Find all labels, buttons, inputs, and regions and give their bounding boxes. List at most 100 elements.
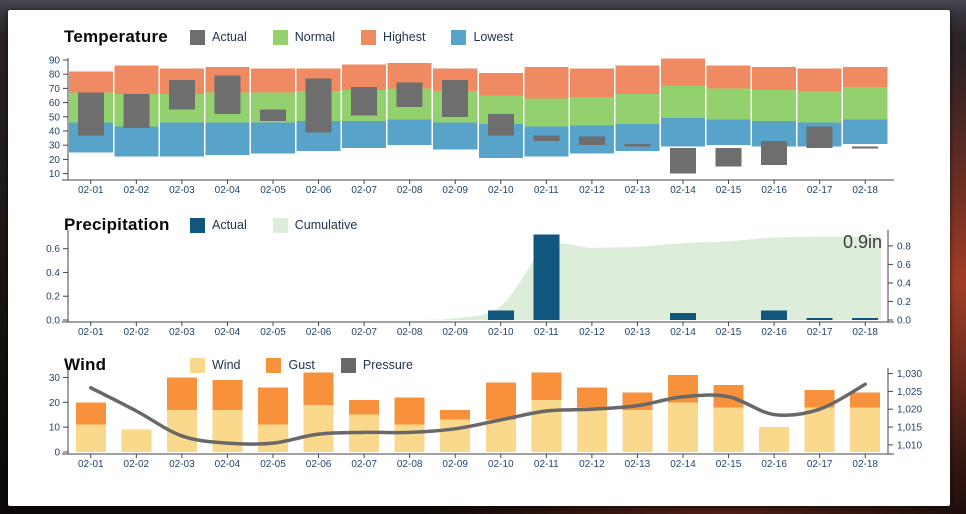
temp-actual-bar[interactable] <box>852 146 879 149</box>
temp-band-highest[interactable] <box>569 68 614 97</box>
temp-band-lowest[interactable] <box>159 122 204 157</box>
wind-bar[interactable] <box>303 404 334 452</box>
temp-band-lowest[interactable] <box>250 122 296 154</box>
wind-bar[interactable] <box>531 399 562 452</box>
gust-bar[interactable] <box>394 397 425 425</box>
temp-band-normal[interactable] <box>660 85 706 119</box>
temp-band-lowest[interactable] <box>660 118 706 147</box>
wind-bar[interactable] <box>668 402 698 452</box>
temp-band-highest[interactable] <box>797 68 842 92</box>
wind-bar[interactable] <box>804 407 835 452</box>
gust-bar[interactable] <box>850 392 881 408</box>
gust-bar[interactable] <box>258 387 288 425</box>
temp-band-highest[interactable] <box>524 67 569 99</box>
wind-bar[interactable] <box>850 407 881 452</box>
temp-actual-bar[interactable] <box>77 92 104 136</box>
temp-actual-bar[interactable] <box>761 140 788 166</box>
temp-band-normal[interactable] <box>569 96 614 126</box>
temp-band-highest[interactable] <box>706 65 751 89</box>
temp-band-normal[interactable] <box>706 88 751 120</box>
temp-band-normal[interactable] <box>843 86 888 120</box>
wind-bar[interactable] <box>121 429 152 452</box>
temp-actual-bar[interactable] <box>305 78 332 133</box>
temp-actual-bar[interactable] <box>670 148 696 174</box>
temp-actual-bar[interactable] <box>806 126 833 149</box>
temp-band-highest[interactable] <box>843 67 888 87</box>
temp-band-lowest[interactable] <box>843 119 888 144</box>
precip-actual-bar[interactable] <box>533 234 560 320</box>
wind-bar[interactable] <box>713 407 744 452</box>
gust-bar[interactable] <box>440 409 471 420</box>
temp-actual-bar[interactable] <box>624 143 651 147</box>
temp-actual-bar[interactable] <box>214 75 241 114</box>
temp-actual-bar[interactable] <box>351 86 378 116</box>
gust-bar[interactable] <box>531 372 562 400</box>
legend-item-highest[interactable]: Highest <box>361 29 425 45</box>
temp-band-lowest[interactable] <box>706 119 751 146</box>
temp-actual-bar[interactable] <box>442 79 469 117</box>
temp-actual-bar[interactable] <box>487 113 514 136</box>
legend-item-pressure[interactable]: Pressure <box>340 357 413 373</box>
gust-bar[interactable] <box>166 377 197 410</box>
temp-actual-bar[interactable] <box>260 109 286 122</box>
wind-bar[interactable] <box>75 424 106 452</box>
precip-actual-bar[interactable] <box>806 318 833 320</box>
temp-actual-bar[interactable] <box>715 148 742 167</box>
temp-band-highest[interactable] <box>660 58 706 86</box>
wind-bar[interactable] <box>440 419 471 452</box>
legend-item-wind[interactable]: Wind <box>190 357 240 373</box>
temp-actual-bar[interactable] <box>578 136 605 146</box>
legend-item-gust[interactable]: Gust <box>266 357 315 373</box>
temp-band-normal[interactable] <box>615 94 660 124</box>
legend-item-lowest[interactable]: Lowest <box>451 29 513 45</box>
gust-bar[interactable] <box>349 399 380 415</box>
precip-actual-bar[interactable] <box>487 310 514 320</box>
temp-actual-bar[interactable] <box>168 79 195 110</box>
temp-band-lowest[interactable] <box>387 119 432 146</box>
gust-bar[interactable] <box>576 387 607 408</box>
temp-band-normal[interactable] <box>524 98 569 127</box>
gust-bar[interactable] <box>804 389 835 408</box>
gust-bar[interactable] <box>75 402 106 425</box>
temp-band-highest[interactable] <box>250 68 296 93</box>
temp-band-lowest[interactable] <box>524 126 569 157</box>
precipitation-chart[interactable]: 0.6 0.4 0.2 0.0 0.8 0.6 0.4 0.2 0.0 02-01 02-02 02-… <box>28 222 938 344</box>
temperature-chart[interactable]: 90 80 70 60 50 40 30 20 10 02-01 02-02 02-03 02-04 02… <box>28 50 938 202</box>
wind-bar[interactable] <box>258 424 288 452</box>
wind-chart[interactable]: 30 20 10 0 1,030 1,025 1,020 1,015 1,010 02-01 02-… <box>28 360 938 478</box>
precip-actual-bar[interactable] <box>852 318 879 320</box>
temp-band-highest[interactable] <box>478 72 523 96</box>
wind-bar[interactable] <box>576 407 607 452</box>
temp-band-lowest[interactable] <box>433 122 478 150</box>
gust-bar[interactable] <box>303 372 334 405</box>
legend-item-actual[interactable]: Actual <box>190 217 247 233</box>
temp-band-lowest[interactable] <box>342 121 387 149</box>
temp-band-lowest[interactable] <box>114 126 159 157</box>
temp-band-highest[interactable] <box>615 65 660 95</box>
temp-band-lowest[interactable] <box>205 122 250 156</box>
temp-actual-bar[interactable] <box>396 82 423 107</box>
legend-item-actual[interactable]: Actual <box>190 29 247 45</box>
wind-bar[interactable] <box>394 424 425 452</box>
temp-band-normal[interactable] <box>797 91 842 123</box>
wind-bar[interactable] <box>759 427 790 452</box>
temp-band-highest[interactable] <box>342 64 387 90</box>
legend-item-normal[interactable]: Normal <box>272 29 335 45</box>
gust-bar[interactable] <box>212 379 243 410</box>
legend-item-cumulative[interactable]: Cumulative <box>272 217 357 233</box>
precip-actual-bar[interactable] <box>670 312 696 320</box>
temp-band-lowest[interactable] <box>615 123 660 151</box>
precip-actual-bar[interactable] <box>761 310 788 320</box>
wind-bar[interactable] <box>622 409 653 452</box>
temp-band-highest[interactable] <box>68 71 113 93</box>
temp-actual-bar[interactable] <box>123 94 150 129</box>
temp-actual-bar[interactable] <box>533 135 560 141</box>
precip-cumulative-area[interactable] <box>90 236 882 321</box>
temp-band-highest[interactable] <box>114 65 159 95</box>
gust-bar[interactable] <box>485 382 516 420</box>
wind-bar[interactable] <box>212 409 243 452</box>
temp-band-highest[interactable] <box>752 67 797 90</box>
pressure-line[interactable] <box>89 382 867 446</box>
wind-bar[interactable] <box>485 419 516 452</box>
temp-band-normal[interactable] <box>752 89 797 122</box>
